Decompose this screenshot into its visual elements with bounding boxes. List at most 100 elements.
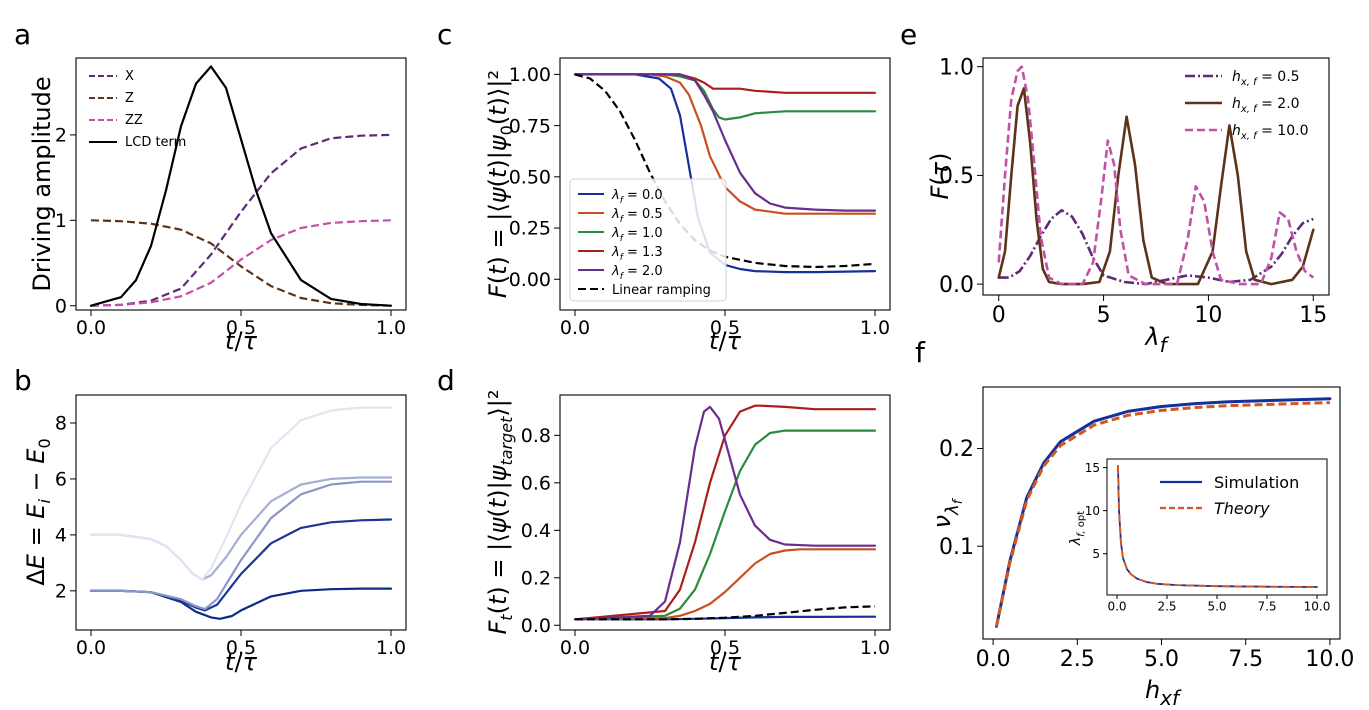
y-tick-label: 5 — [1092, 547, 1100, 561]
y-tick-label: 10 — [1085, 504, 1100, 518]
inset-ylabel: λf, opt — [1068, 511, 1087, 546]
panel-d-ylabel: Ft(t) = |⟨ψ(t)|ψtarget⟩|² — [484, 389, 516, 634]
inset-series — [1117, 464, 1318, 588]
x-tick-label: 5 — [1097, 303, 1111, 328]
panel-d-series — [573, 404, 877, 621]
legend-label-zz: ZZ — [125, 113, 143, 128]
panel-c-legend: λf = 0.0λf = 0.5λf = 1.0λf = 1.3λf = 2.0… — [569, 178, 727, 302]
y-tick-label: 0.0 — [521, 615, 551, 637]
y-tick-label: 0.1 — [939, 535, 974, 560]
y-tick-label: 0.8 — [521, 425, 551, 447]
y-tick-label: 1 — [55, 210, 67, 232]
x-tick-label: 0.5 — [226, 637, 256, 659]
x-tick-label: 1.0 — [376, 637, 406, 659]
x-tick-label: 10.0 — [1305, 647, 1354, 672]
legend-label-theory: Theory — [1214, 499, 1270, 518]
series-line-0 — [573, 615, 877, 621]
y-tick-label: 0 — [55, 295, 67, 317]
panel-a-series — [89, 65, 393, 307]
x-tick-label: 15 — [1299, 303, 1327, 328]
legend-label: λf = 1.3 — [611, 245, 663, 263]
series-line-1 — [89, 518, 393, 612]
legend-label-hxf-0.5: hx, f = 0.5 — [1232, 69, 1300, 88]
series-line-0 — [90, 133, 392, 307]
y-tick-label: 0.25 — [509, 218, 551, 240]
series-line-1 — [573, 73, 877, 215]
panel-f-rate: 0.0 2.5 5.0 7.5 10.0 0.1 0.2 hxf νλf 0.0 2.5 5.0… — [928, 386, 1354, 710]
series-line-1 — [1117, 465, 1318, 588]
series-line-4 — [573, 405, 877, 621]
panel-label-d: d — [437, 364, 455, 397]
panel-c-ylabel: F(t) = |⟨ψ(t)|ψ0(t)⟩|² — [484, 70, 516, 298]
legend-label-lcd: LCD term — [125, 135, 186, 150]
y-tick-label: 0.4 — [521, 520, 551, 542]
x-tick-label: 10.0 — [1304, 599, 1331, 613]
x-tick-label: 0.5 — [226, 317, 256, 339]
panel-e-ylabel: F(τ) — [926, 152, 954, 199]
series-line-3 — [573, 73, 877, 94]
panel-label-a: a — [14, 18, 31, 51]
panel-e-final-fidelity: 0 5 10 15 0.0 0.5 1.0 λf F(τ) hx, f = 0.5 hx, … — [926, 55, 1330, 357]
series-line-2 — [997, 65, 1315, 286]
legend-label: Linear ramping — [612, 283, 711, 298]
panel-b-ticks: 0.0 0.5 1.0 2 4 6 8 — [55, 413, 406, 659]
legend-label-hxf-2.0: hx, f = 2.0 — [1232, 96, 1300, 115]
x-tick-label: 1.0 — [860, 637, 890, 659]
y-tick-label: 0.5 — [939, 164, 974, 189]
panel-d-target-fidelity: 0.0 0.5 1.0 0.0 0.2 0.4 0.6 0.8 t/τ Ft(t) = |⟨ψ… — [484, 389, 891, 676]
y-tick-label: 2 — [55, 580, 67, 602]
x-tick-label: 0.0 — [976, 647, 1011, 672]
legend-label: λf = 1.0 — [611, 226, 663, 244]
panel-f-series — [995, 397, 1332, 628]
inset-background — [1107, 459, 1327, 595]
legend-label: λf = 0.5 — [611, 207, 663, 225]
panel-c-xlabel: t/τ — [709, 327, 742, 355]
x-tick-label: 7.5 — [1228, 647, 1263, 672]
panel-b-series — [89, 406, 393, 620]
series-line-3 — [573, 404, 877, 621]
panel-a-xlabel: t/τ — [225, 327, 258, 355]
panel-d-xlabel: t/τ — [709, 648, 742, 676]
inset-ticks: 0.0 2.5 5.0 7.5 10.0 5 10 15 — [1085, 461, 1331, 614]
series-line-4 — [89, 406, 393, 581]
series-line-0 — [89, 587, 393, 620]
y-tick-label: 15 — [1085, 461, 1100, 475]
panel-f-ticks: 0.0 2.5 5.0 7.5 10.0 0.1 0.2 — [939, 437, 1354, 672]
panel-b-energy-gaps: 0.0 0.5 1.0 2 4 6 8 t/τ ΔE = Ei − E0 — [22, 394, 407, 676]
panel-f-ylabel: νλf — [928, 497, 966, 528]
legend-label: λf = 0.0 — [611, 188, 663, 206]
x-tick-label: 0.0 — [560, 317, 590, 339]
panel-e-legend: hx, f = 0.5 hx, f = 2.0 hx, f = 10.0 — [1185, 69, 1308, 142]
panel-a-ylabel: Driving amplitude — [28, 76, 56, 291]
series-line-1 — [573, 548, 877, 621]
panel-a-legend: X Z ZZ LCD term — [89, 69, 186, 150]
x-tick-label: 7.5 — [1257, 599, 1276, 613]
y-tick-label: 1.0 — [939, 55, 974, 80]
x-tick-label: 5.0 — [1144, 647, 1179, 672]
series-line-2 — [90, 219, 392, 307]
legend-label-simulation: Simulation — [1214, 473, 1299, 492]
panel-b-frame — [75, 394, 407, 631]
inset-legend: Simulation Theory — [1160, 473, 1299, 518]
y-tick-label: 0.0 — [939, 273, 974, 298]
y-tick-label: 0.2 — [939, 437, 974, 462]
x-tick-label: 0.0 — [76, 637, 106, 659]
panel-b-ylabel: ΔE = Ei − E0 — [22, 438, 54, 585]
panel-e-ticks: 0 5 10 15 0.0 0.5 1.0 — [939, 55, 1327, 328]
series-line-3 — [89, 65, 393, 307]
y-tick-label: 4 — [55, 525, 67, 547]
series-line-5 — [575, 605, 876, 621]
panel-f-inset: 0.0 2.5 5.0 7.5 10.0 5 10 15 λf, opt Simulation… — [1068, 458, 1331, 614]
panel-label-c: c — [437, 18, 452, 51]
series-line-1 — [995, 401, 1330, 627]
y-tick-label: 2 — [55, 125, 67, 147]
y-tick-label: 0.00 — [509, 269, 551, 291]
panel-e-frame — [982, 57, 1330, 296]
x-tick-label: 5.0 — [1207, 599, 1226, 613]
y-tick-label: 1.00 — [509, 64, 551, 86]
series-line-2 — [89, 480, 393, 611]
panel-label-f: f — [915, 336, 926, 369]
y-tick-label: 0.75 — [509, 115, 551, 137]
panel-d-ticks: 0.0 0.5 1.0 0.0 0.2 0.4 0.6 0.8 — [521, 425, 890, 659]
